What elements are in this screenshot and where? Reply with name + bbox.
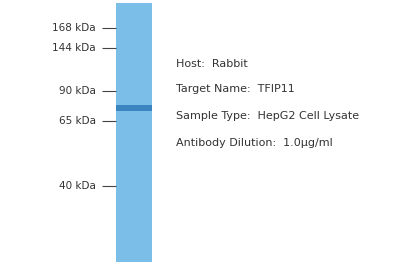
Text: Antibody Dilution:  1.0µg/ml: Antibody Dilution: 1.0µg/ml — [176, 138, 333, 148]
Text: Host:  Rabbit: Host: Rabbit — [176, 59, 248, 69]
Bar — [116, 105, 152, 111]
Bar — [116, 3, 152, 262]
Text: Sample Type:  HepG2 Cell Lysate: Sample Type: HepG2 Cell Lysate — [176, 111, 359, 121]
Text: Target Name:  TFIP11: Target Name: TFIP11 — [176, 84, 295, 95]
Text: 90 kDa: 90 kDa — [59, 86, 96, 96]
Text: 168 kDa: 168 kDa — [52, 23, 96, 33]
Text: 65 kDa: 65 kDa — [59, 116, 96, 127]
Text: 40 kDa: 40 kDa — [59, 180, 96, 191]
Text: 144 kDa: 144 kDa — [52, 43, 96, 53]
